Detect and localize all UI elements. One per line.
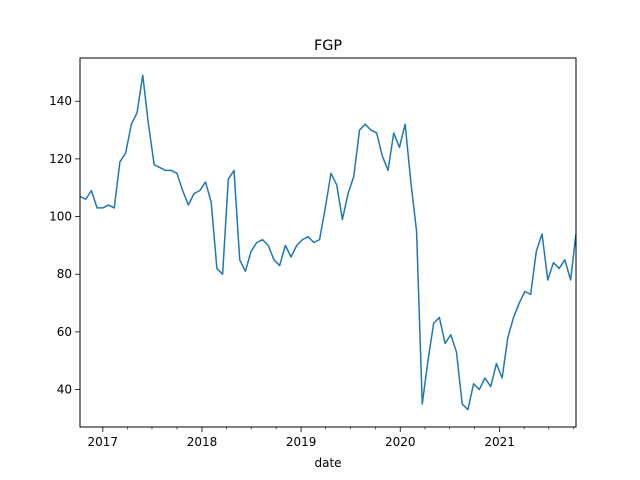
x-axis-label: date: [314, 456, 341, 470]
series-line-0: [79, 74, 577, 411]
x-tick-label: 2017: [88, 435, 119, 449]
x-tick-label: 2019: [286, 435, 317, 449]
y-tick-label: 60: [57, 325, 72, 339]
x-tick-label: 2018: [187, 435, 218, 449]
x-tick-label: 2021: [484, 435, 515, 449]
plot-frame: [79, 57, 577, 428]
y-tick-label: 100: [49, 210, 72, 224]
x-tick-label: 2020: [385, 435, 416, 449]
y-tick-label: 120: [49, 152, 72, 166]
y-tick-label: 80: [57, 267, 72, 281]
chart-title: FGP: [314, 38, 342, 54]
y-axis-ticks: 40 60 80 100 120 140: [49, 94, 80, 397]
series-group: [79, 74, 577, 411]
x-axis-ticks: 2017 2018 2019 2020 2021: [88, 427, 575, 449]
y-tick-label: 140: [49, 94, 72, 108]
y-tick-label: 40: [57, 383, 72, 397]
